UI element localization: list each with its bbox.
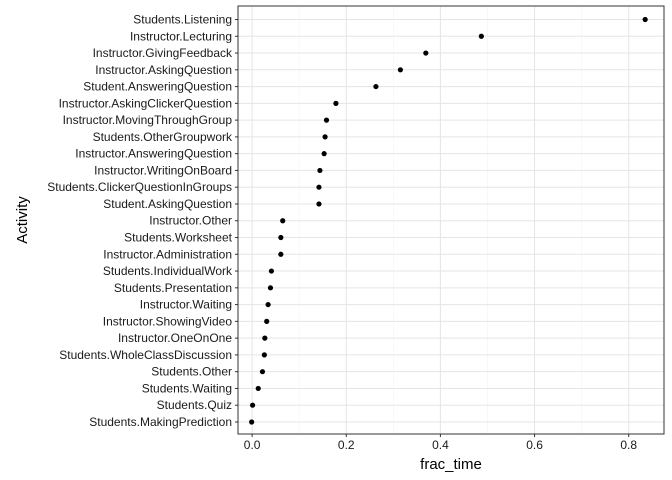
x-axis-ticks: 0.0 0.2 0.4 0.6 0.8 bbox=[244, 434, 637, 452]
y-tick-label: Instructor.MovingThroughGroup bbox=[63, 113, 233, 127]
data-point bbox=[261, 352, 267, 358]
y-tick-label: Instructor.OneOnOne bbox=[118, 331, 232, 345]
x-tick-label: 0.0 bbox=[244, 438, 261, 452]
y-tick-label: Student.AskingQuestion bbox=[103, 197, 232, 211]
data-point bbox=[249, 419, 255, 425]
x-tick-label: 0.8 bbox=[620, 438, 637, 452]
minor-grid bbox=[298, 6, 582, 434]
data-point bbox=[423, 50, 429, 56]
y-tick-label: Instructor.AnsweringQuestion bbox=[75, 147, 232, 161]
y-tick-label: Instructor.AskingClickerQuestion bbox=[59, 96, 232, 110]
x-axis-title: frac_time bbox=[420, 456, 482, 473]
y-tick-label: Instructor.Lecturing bbox=[130, 29, 232, 43]
data-point bbox=[333, 100, 339, 106]
y-tick-label: Instructor.WritingOnBoard bbox=[94, 163, 232, 177]
x-tick-label: 0.2 bbox=[338, 438, 355, 452]
y-axis-ticks: Students.Listening Instructor.Lecturing In… bbox=[47, 13, 238, 429]
y-tick-label: Students.MakingPrediction bbox=[89, 415, 232, 429]
data-point bbox=[373, 83, 379, 90]
data-point bbox=[267, 285, 274, 291]
data-point bbox=[264, 318, 270, 324]
x-tick-label: 0.6 bbox=[526, 438, 543, 452]
y-axis-title: Activity bbox=[14, 196, 31, 244]
data-point bbox=[316, 184, 322, 190]
y-tick-label: Instructor.Administration bbox=[103, 247, 232, 261]
data-point bbox=[478, 33, 484, 39]
data-point bbox=[259, 369, 266, 375]
data-point bbox=[278, 234, 284, 241]
y-tick-label: Students.Listening bbox=[133, 13, 232, 27]
y-tick-label: Students.ClickerQuestionInGroups bbox=[47, 180, 232, 194]
major-grid bbox=[238, 6, 664, 434]
data-point bbox=[321, 151, 327, 157]
y-tick-label: Students.WholeClassDiscussion bbox=[59, 348, 232, 362]
data-point bbox=[642, 16, 648, 23]
data-point bbox=[262, 335, 268, 341]
data-points bbox=[249, 16, 648, 425]
y-tick-label: Students.Worksheet bbox=[124, 231, 233, 245]
data-point bbox=[323, 117, 330, 123]
y-tick-label: Instructor.Other bbox=[149, 214, 232, 228]
y-tick-label: Instructor.AskingQuestion bbox=[95, 63, 232, 77]
data-point bbox=[268, 268, 275, 274]
data-point bbox=[255, 385, 261, 392]
y-tick-label: Student.AnsweringQuestion bbox=[83, 80, 232, 94]
data-point bbox=[316, 201, 322, 207]
data-point bbox=[317, 167, 323, 174]
y-tick-label: Students.Quiz bbox=[157, 398, 232, 412]
y-tick-label: Students.OtherGroupwork bbox=[93, 130, 233, 144]
y-tick-label: Students.Waiting bbox=[142, 381, 232, 395]
data-point bbox=[249, 402, 256, 408]
y-tick-label: Instructor.Waiting bbox=[140, 298, 232, 312]
data-point bbox=[265, 301, 271, 308]
plot-panel-background bbox=[238, 6, 664, 434]
data-point bbox=[397, 67, 403, 73]
y-tick-label: Instructor.GivingFeedback bbox=[93, 46, 233, 60]
data-point bbox=[322, 134, 328, 140]
plot-panel-border bbox=[237, 5, 665, 435]
data-point bbox=[278, 251, 284, 257]
y-tick-label: Instructor.ShowingVideo bbox=[103, 314, 233, 328]
y-tick-label: Students.Presentation bbox=[114, 281, 232, 295]
y-tick-label: Students.Other bbox=[151, 365, 232, 379]
x-tick-label: 0.4 bbox=[432, 438, 449, 452]
y-tick-label: Students.IndividualWork bbox=[103, 264, 233, 278]
data-point bbox=[280, 218, 286, 224]
